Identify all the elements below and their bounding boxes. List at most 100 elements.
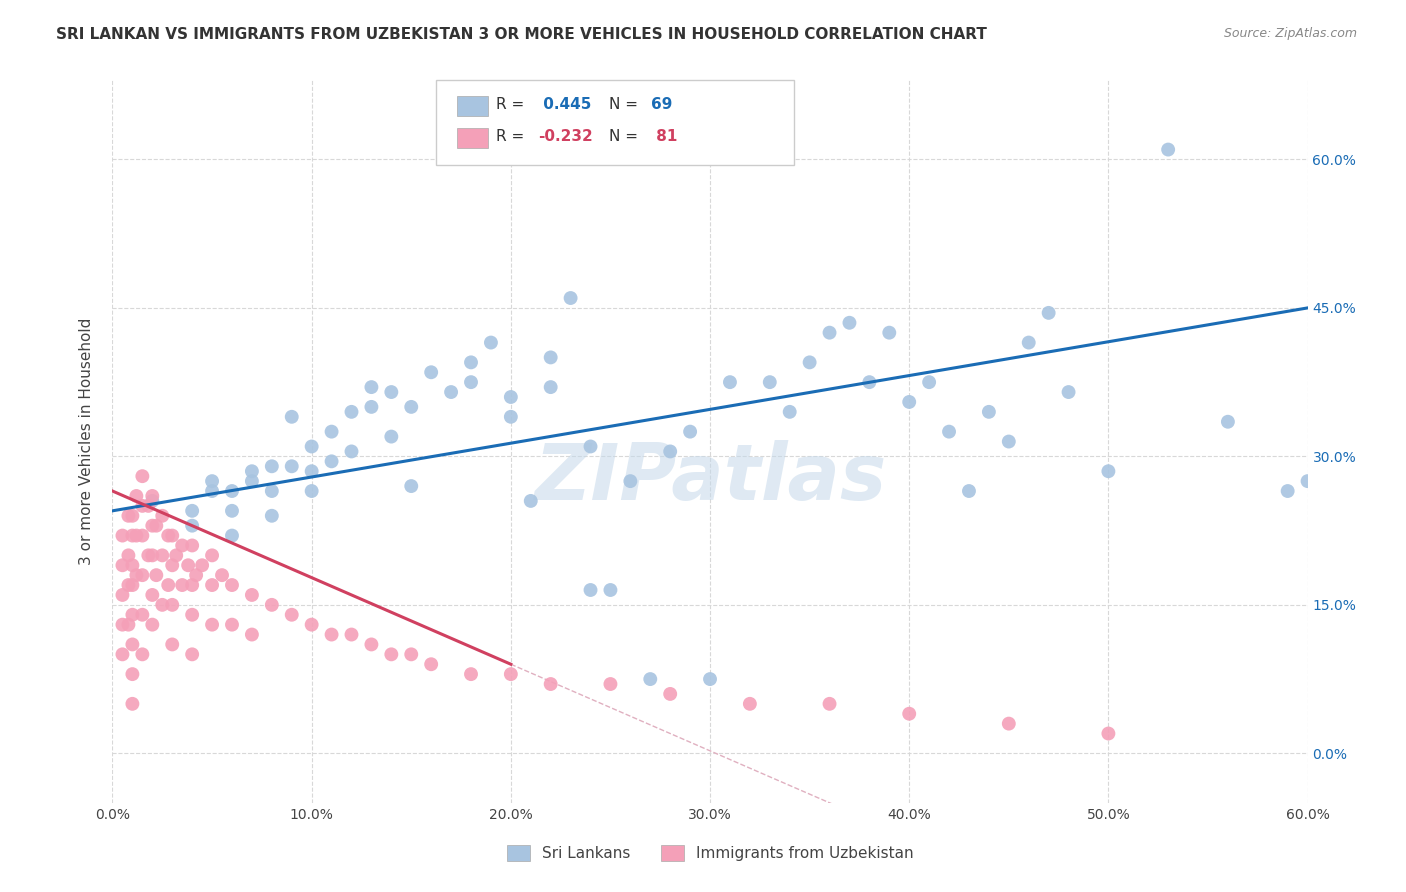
Point bbox=[141, 588, 163, 602]
Point bbox=[1296, 474, 1319, 488]
Point bbox=[499, 667, 522, 681]
Point bbox=[659, 687, 682, 701]
Point bbox=[201, 617, 224, 632]
Point bbox=[201, 549, 224, 563]
Point bbox=[181, 607, 204, 622]
Point bbox=[619, 474, 641, 488]
Point bbox=[150, 508, 173, 523]
Point bbox=[131, 528, 153, 542]
Point bbox=[181, 648, 204, 662]
Point bbox=[679, 425, 702, 439]
Point bbox=[1097, 726, 1119, 740]
Point bbox=[479, 335, 502, 350]
Point bbox=[301, 464, 323, 478]
Point bbox=[162, 637, 183, 651]
Point bbox=[579, 582, 602, 597]
Point bbox=[401, 648, 423, 662]
Point bbox=[201, 578, 224, 592]
Text: 81: 81 bbox=[651, 129, 678, 144]
Point bbox=[162, 558, 183, 573]
Point bbox=[1216, 415, 1239, 429]
Point bbox=[1038, 306, 1060, 320]
Point bbox=[111, 648, 134, 662]
Point bbox=[499, 409, 522, 424]
Point bbox=[150, 549, 173, 563]
Point bbox=[121, 508, 143, 523]
Point bbox=[1157, 143, 1180, 157]
Point bbox=[460, 667, 482, 681]
Point bbox=[420, 657, 443, 672]
Point bbox=[460, 355, 482, 369]
Point bbox=[211, 568, 233, 582]
Text: R =: R = bbox=[496, 129, 530, 144]
Point bbox=[998, 716, 1021, 731]
Point bbox=[401, 400, 423, 414]
Point bbox=[172, 578, 194, 592]
Point bbox=[121, 528, 143, 542]
Legend: Sri Lankans, Immigrants from Uzbekistan: Sri Lankans, Immigrants from Uzbekistan bbox=[501, 839, 920, 867]
Point bbox=[131, 568, 153, 582]
Point bbox=[799, 355, 821, 369]
Point bbox=[599, 677, 621, 691]
Point bbox=[440, 385, 463, 400]
Point bbox=[1097, 464, 1119, 478]
Point bbox=[281, 607, 304, 622]
Point bbox=[221, 578, 243, 592]
Point bbox=[111, 558, 134, 573]
Point bbox=[121, 558, 143, 573]
Point bbox=[111, 528, 134, 542]
Y-axis label: 3 or more Vehicles in Household: 3 or more Vehicles in Household bbox=[79, 318, 94, 566]
Point bbox=[938, 425, 960, 439]
Point bbox=[879, 326, 901, 340]
Point bbox=[380, 385, 402, 400]
Point bbox=[858, 375, 880, 389]
Point bbox=[121, 667, 143, 681]
Point bbox=[141, 489, 163, 503]
Point bbox=[121, 637, 143, 651]
Point bbox=[520, 494, 543, 508]
Point bbox=[221, 617, 243, 632]
Point bbox=[360, 400, 382, 414]
Point bbox=[131, 469, 153, 483]
Point bbox=[240, 588, 263, 602]
Point bbox=[340, 444, 363, 458]
Point bbox=[898, 395, 921, 409]
Point bbox=[186, 568, 208, 582]
Text: N =: N = bbox=[609, 129, 643, 144]
Point bbox=[401, 479, 423, 493]
Point bbox=[117, 508, 139, 523]
Point bbox=[918, 375, 941, 389]
Point bbox=[121, 697, 143, 711]
Point bbox=[818, 326, 841, 340]
Point bbox=[240, 627, 263, 641]
Point bbox=[157, 528, 180, 542]
Point bbox=[540, 677, 562, 691]
Point bbox=[301, 483, 323, 498]
Text: N =: N = bbox=[609, 97, 643, 112]
Point bbox=[221, 528, 243, 542]
Point bbox=[321, 627, 343, 641]
Point bbox=[779, 405, 801, 419]
Point bbox=[117, 549, 139, 563]
Point bbox=[240, 464, 263, 478]
Point bbox=[145, 568, 167, 582]
Point bbox=[201, 483, 224, 498]
Point bbox=[138, 499, 160, 513]
Point bbox=[1018, 335, 1040, 350]
Point bbox=[281, 409, 304, 424]
Point bbox=[898, 706, 921, 721]
Point bbox=[111, 617, 134, 632]
Point bbox=[1277, 483, 1299, 498]
Point bbox=[138, 549, 160, 563]
Point bbox=[260, 483, 283, 498]
Point bbox=[301, 440, 323, 454]
Point bbox=[165, 549, 187, 563]
Point bbox=[301, 617, 323, 632]
Point bbox=[172, 539, 194, 553]
Point bbox=[162, 528, 183, 542]
Point bbox=[201, 474, 224, 488]
Point bbox=[131, 648, 153, 662]
Point bbox=[260, 598, 283, 612]
Point bbox=[141, 518, 163, 533]
Point bbox=[340, 405, 363, 419]
